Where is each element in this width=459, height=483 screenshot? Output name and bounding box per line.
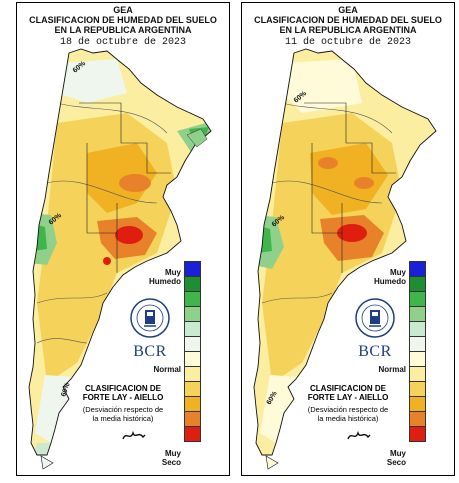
map-subtitle-2: EN LA REPUBLICA ARGENTINA [279, 25, 417, 35]
legend-normal-label: Normal [378, 365, 406, 374]
province-borders [79, 102, 171, 273]
classification-note: (Desviación respecto de la media históric… [82, 405, 164, 423]
tierra-del-fuego [265, 455, 279, 470]
legend-swatch [409, 276, 426, 292]
legend-very-dry-label: Muy Seco [386, 449, 406, 467]
legend-swatch [184, 321, 201, 337]
classification-title: CLASIFICACION DE FORTE LAY - AIELLO [307, 384, 389, 402]
map-subtitle: CLASIFICACION DE HUMEDAD DEL SUELO [254, 15, 442, 25]
contour-label: 60% [60, 381, 72, 397]
legend-swatch [184, 336, 201, 352]
legend-very-wet-label: Muy Humedo [149, 268, 181, 286]
legend-swatch [184, 351, 201, 367]
classification-note: (Desviación respecto de la media históric… [307, 405, 389, 423]
signature-mark [122, 430, 146, 440]
legend-swatch [409, 366, 426, 382]
bcr-acronym: BCR [358, 343, 392, 360]
legend-swatch [409, 291, 426, 307]
legend-color-scale [409, 261, 426, 442]
legend-normal-label: Normal [153, 365, 181, 374]
legend-swatch [409, 306, 426, 322]
legend-swatch [409, 336, 426, 352]
map-panel-oct-18: GEA CLASIFICACION DE HUMEDAD DEL SUELO E… [16, 2, 230, 476]
country-border [28, 48, 212, 456]
legend-swatch [409, 351, 426, 367]
argentina-soil-moisture-map: 60% 60% 60% [253, 48, 437, 470]
map-subtitle: CLASIFICACION DE HUMEDAD DEL SUELO [29, 15, 217, 25]
classification-title: CLASIFICACION DE FORTE LAY - AIELLO [82, 384, 164, 402]
legend-swatch [184, 411, 201, 427]
legend-swatch [184, 306, 201, 322]
legend-swatch [409, 261, 426, 277]
map-date: 18 de octubre de 2023 [59, 37, 187, 48]
province-borders [304, 102, 396, 273]
country-border [253, 48, 437, 456]
argentina-soil-moisture-map: 60% 60% 60% [28, 48, 212, 470]
legend-swatch [409, 396, 426, 412]
legend-color-scale [184, 261, 201, 442]
legend-swatch [184, 276, 201, 292]
map-date: 11 de octubre de 2023 [284, 37, 412, 48]
legend-swatch [184, 396, 201, 412]
legend-swatch [184, 426, 201, 442]
legend-swatch [184, 381, 201, 397]
signature-mark [347, 430, 371, 440]
legend-swatch [184, 366, 201, 382]
legend-very-dry-label: Muy Seco [161, 449, 181, 467]
legend-swatch [184, 291, 201, 307]
map-subtitle-2: EN LA REPUBLICA ARGENTINA [54, 25, 192, 35]
legend-swatch [409, 426, 426, 442]
bcr-acronym: BCR [133, 343, 167, 360]
tierra-del-fuego [40, 455, 54, 470]
legend-swatch [409, 411, 426, 427]
map-panel-oct-11: GEA CLASIFICACION DE HUMEDAD DEL SUELO E… [241, 2, 455, 476]
bcr-seal-logo [355, 298, 395, 338]
map-title: GEA [338, 5, 358, 15]
bcr-seal-logo [130, 298, 170, 338]
legend-very-wet-label: Muy Humedo [374, 268, 406, 286]
uruguay-region [186, 128, 208, 148]
map-title: GEA [113, 5, 133, 15]
legend-swatch [409, 321, 426, 337]
legend-swatch [184, 261, 201, 277]
legend-swatch [409, 381, 426, 397]
